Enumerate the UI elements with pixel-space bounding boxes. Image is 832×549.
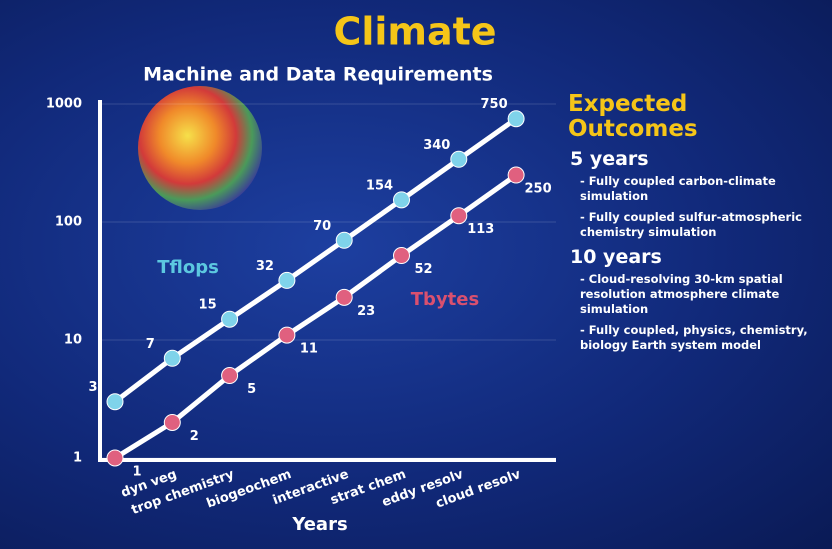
outcomes-panel: Expected Outcomes 5 years - Fully coupled c… — [568, 92, 830, 359]
data-point — [106, 393, 124, 411]
y-tick-label: 10 — [64, 333, 82, 348]
data-point — [507, 166, 525, 184]
data-label: 52 — [414, 262, 432, 277]
series-line — [113, 116, 518, 404]
chart-subtitle: Machine and Data Requirements — [143, 64, 493, 86]
data-label: 7 — [146, 337, 155, 352]
data-label: 1 — [132, 465, 141, 480]
data-point — [450, 207, 468, 225]
data-point — [106, 449, 124, 467]
data-label: 750 — [481, 97, 508, 112]
data-label: 250 — [525, 182, 552, 197]
data-point — [163, 413, 181, 431]
data-label: 32 — [256, 259, 274, 274]
data-label: 113 — [467, 222, 494, 237]
data-point — [278, 271, 296, 289]
series-label: Tbytes — [411, 289, 479, 310]
outcome-item: - Fully coupled carbon-climate simulatio… — [580, 174, 776, 203]
outcomes-title: Expected — [568, 91, 688, 117]
y-tick-label: 1000 — [46, 97, 82, 112]
group-heading: 5 years — [570, 148, 649, 170]
data-label: 340 — [423, 138, 450, 153]
chart-title: Climate — [333, 10, 496, 54]
group-heading: 10 years — [570, 246, 662, 268]
data-label: 5 — [247, 382, 256, 397]
data-point — [278, 326, 296, 344]
data-label: 15 — [199, 298, 217, 313]
outcomes-title: Outcomes — [568, 116, 698, 142]
data-point — [393, 247, 410, 265]
series-line — [113, 173, 518, 461]
data-point — [221, 310, 239, 328]
outcome-item: - Fully coupled sulfur-atmospheric chemi… — [580, 210, 802, 239]
y-tick-label: 1 — [73, 451, 82, 466]
data-point — [335, 288, 353, 306]
globe-illustration — [138, 86, 262, 210]
data-point — [221, 367, 239, 385]
outcome-item: - Cloud-resolving 30-km spatial resoluti… — [580, 272, 783, 316]
data-label: 23 — [357, 304, 375, 319]
data-point — [393, 191, 410, 209]
data-point — [163, 349, 181, 367]
x-axis-label: Years — [291, 514, 347, 535]
data-point — [507, 110, 525, 128]
y-tick-label: 100 — [55, 215, 82, 230]
data-label: 3 — [88, 380, 97, 395]
data-point — [450, 150, 468, 168]
outcome-item: - Fully coupled, physics, chemistry, bio… — [580, 323, 808, 352]
data-label: 154 — [366, 178, 393, 193]
data-label: 70 — [313, 219, 331, 234]
data-label: 2 — [190, 429, 199, 444]
data-label: 11 — [300, 342, 318, 357]
data-point — [335, 231, 353, 249]
series-label: Tflops — [157, 257, 219, 278]
